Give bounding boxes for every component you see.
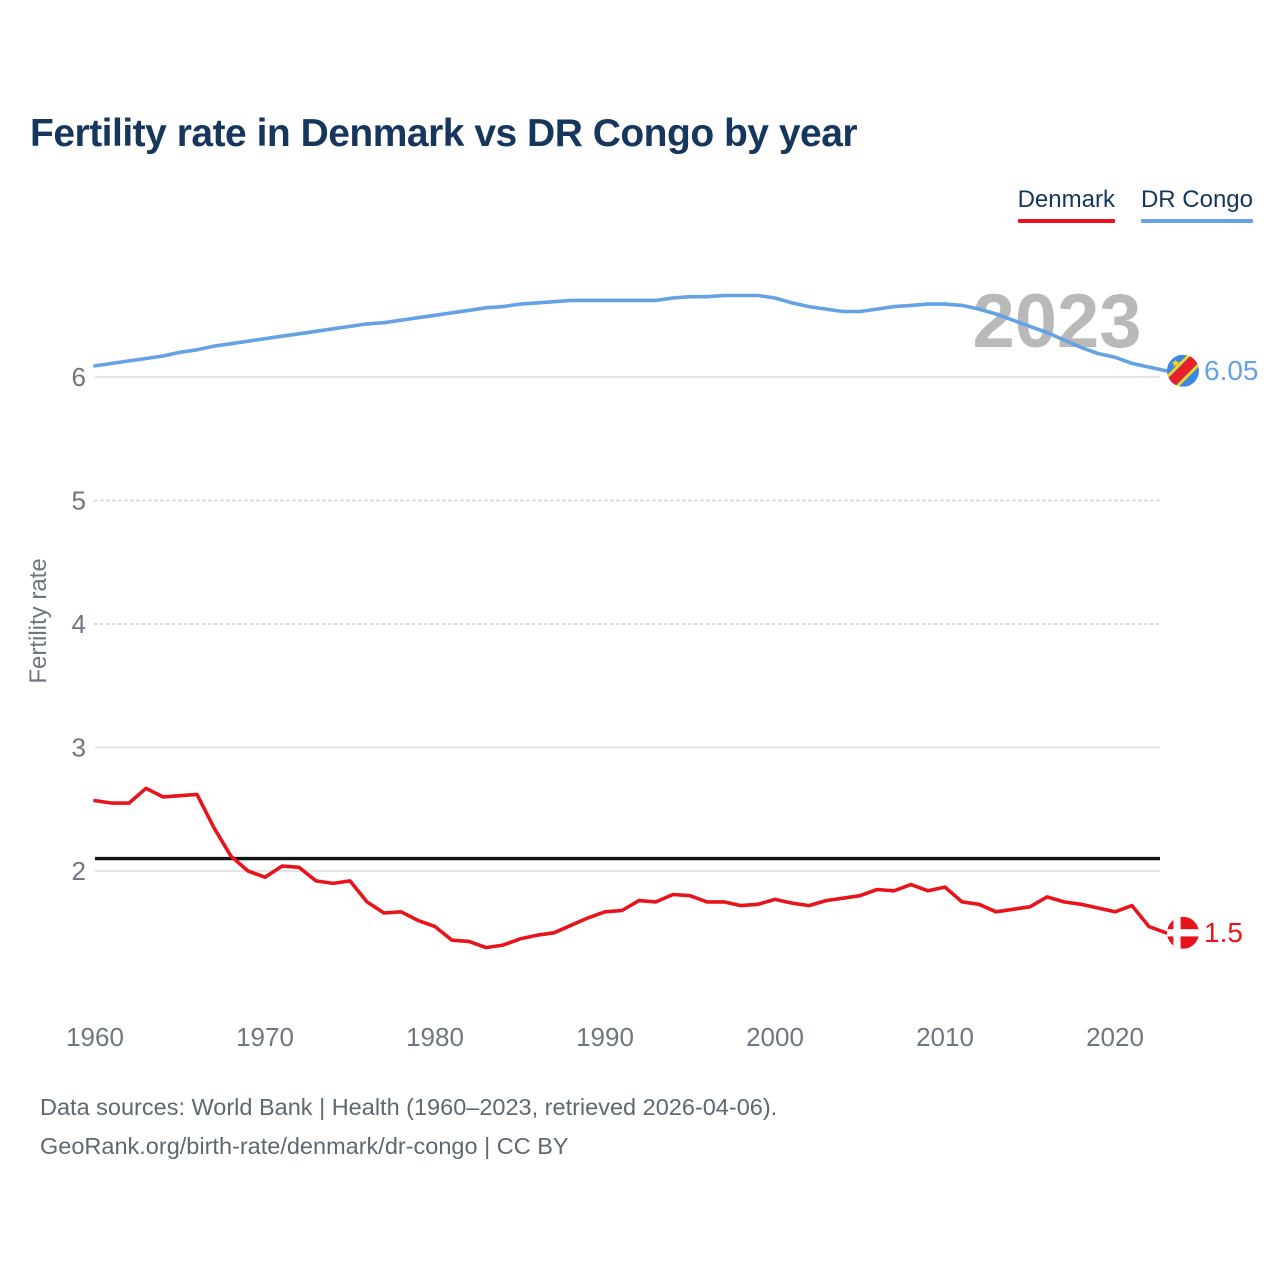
legend-underline-dr-congo [1140,219,1253,223]
legend-underline-denmark [1017,219,1115,223]
x-tick-label-1990: 1990 [576,1022,634,1052]
x-tick-label-2020: 2020 [1086,1022,1144,1052]
legend-item-dr-congo[interactable]: DR Congo [1140,186,1253,223]
y-tick-label-5: 5 [72,486,86,516]
chart-footer: Data sources: World Bank | Health (1960–… [40,1088,777,1166]
watermark-year: 2023 [972,279,1141,364]
x-tick-label-2000: 2000 [746,1022,804,1052]
x-tick-label-1960: 1960 [66,1022,124,1052]
denmark-line [93,786,1168,950]
y-tick-label-2: 2 [72,856,86,886]
y-tick-label-3: 3 [72,733,86,763]
denmark-flag-icon [1167,916,1199,949]
chart-svg: 2 3 4 5 6 1960 1970 1980 1990 2000 2010 2020 Fertili… [25,279,1259,1052]
x-tick-label-1970: 1970 [236,1022,294,1052]
denmark-end-value: 1.5 [1204,917,1243,948]
legend: Denmark DR Congo [1017,186,1253,223]
dr-congo-flag-icon [1167,354,1199,387]
dr-congo-end-value: 6.05 [1204,355,1259,386]
x-tick-label-1980: 1980 [406,1022,464,1052]
y-tick-label-4: 4 [72,609,86,639]
y-tick-label-6: 6 [72,362,86,392]
footer-attribution: GeoRank.org/birth-rate/denmark/dr-congo … [40,1133,569,1159]
legend-label-denmark: Denmark [1017,186,1115,213]
legend-label-dr-congo: DR Congo [1140,186,1253,213]
x-tick-label-2010: 2010 [916,1022,974,1052]
page-title: Fertility rate in Denmark vs DR Congo by… [30,112,858,155]
y-axis-title: Fertility rate [25,558,52,683]
legend-item-denmark[interactable]: Denmark [1017,186,1115,223]
dr-congo-line [93,293,1168,373]
footer-sources: Data sources: World Bank | Health (1960–… [40,1094,778,1120]
